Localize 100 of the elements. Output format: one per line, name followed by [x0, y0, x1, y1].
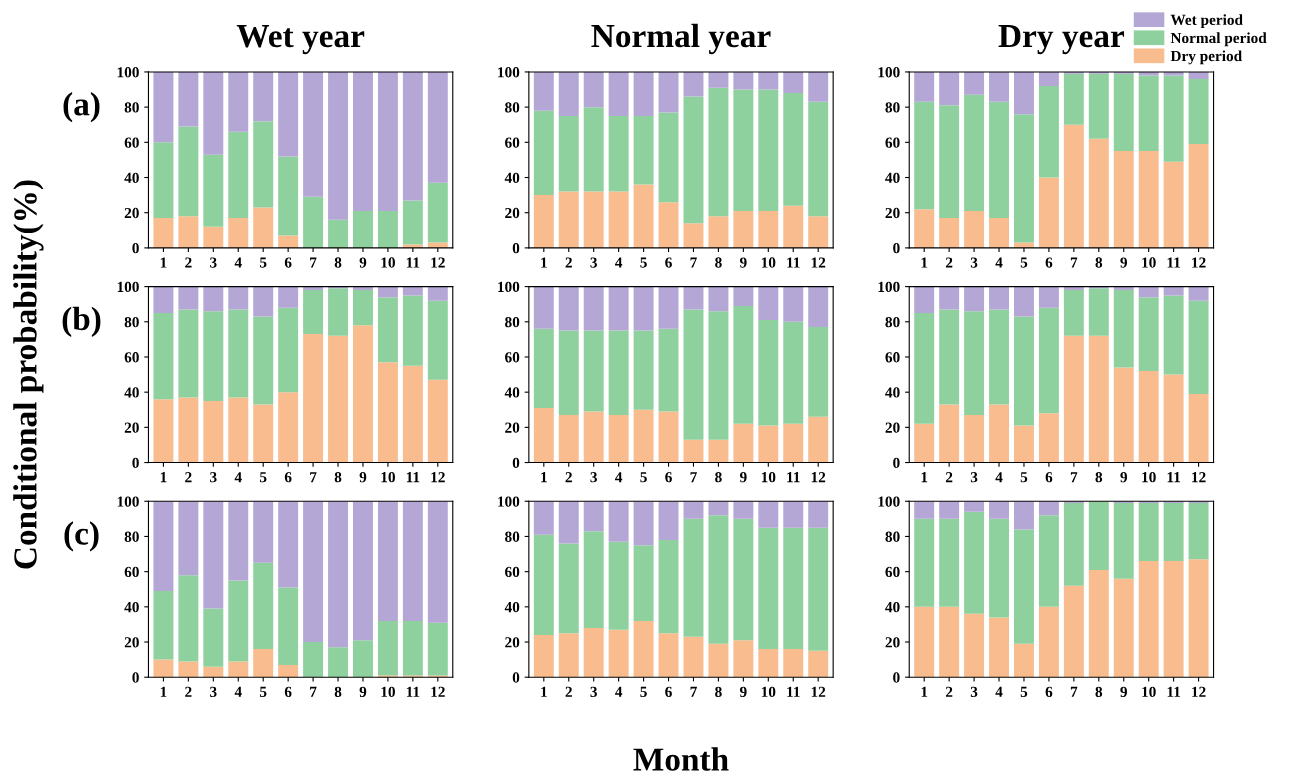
x-tick-label: 6: [1045, 472, 1053, 483]
x-tick-label: 7: [310, 472, 317, 483]
x-tick-label: 6: [1045, 686, 1053, 697]
x-tick-label: 11: [1167, 472, 1181, 483]
x-tick-label: 9: [1120, 472, 1128, 483]
x-tick-label: 6: [665, 257, 672, 268]
x-tick-label: 6: [665, 686, 672, 697]
x-tick-label: 11: [1167, 686, 1181, 697]
x-tick-label: 8: [334, 472, 342, 483]
x-tick-label: 10: [761, 686, 776, 697]
x-tick-label: 4: [234, 257, 242, 268]
x-tick-label: 1: [160, 472, 167, 483]
y-tick-label: 100: [498, 67, 520, 78]
y-tick-label: 60: [124, 137, 139, 148]
x-tick-label: 10: [381, 257, 395, 268]
y-tick-label: 0: [893, 243, 900, 254]
x-tick-label: 8: [334, 686, 342, 697]
x-tick-label: 7: [1070, 686, 1078, 697]
x-tick-label: 3: [590, 472, 597, 483]
legend-label: Wet period: [1170, 14, 1243, 29]
y-axis-title: Conditional probability(%): [13, 180, 44, 569]
x-tick-label: 9: [359, 472, 367, 483]
x-tick-label: 1: [160, 686, 167, 697]
x-tick-label: 4: [995, 472, 1003, 483]
y-tick-label: 100: [117, 281, 139, 293]
y-tick-label: 40: [885, 601, 900, 613]
x-tick-label: 11: [406, 686, 420, 697]
x-tick-label: 8: [334, 257, 342, 268]
y-tick-label: 80: [124, 316, 139, 328]
y-tick-label: 0: [132, 243, 139, 254]
x-tick-label: 2: [565, 686, 572, 697]
x-tick-label: 1: [541, 686, 547, 697]
x-tick-label: 9: [739, 472, 747, 483]
x-tick-label: 11: [406, 257, 420, 268]
y-tick-label: 40: [504, 172, 520, 183]
y-tick-label: 0: [893, 672, 900, 683]
x-tick-label: 5: [1020, 686, 1028, 697]
x-tick-label: 7: [690, 472, 697, 483]
x-tick-label: 10: [1142, 257, 1156, 268]
y-tick-label: 80: [505, 531, 520, 542]
y-tick-label: 0: [893, 457, 900, 468]
legend-label: Dry period: [1170, 50, 1242, 65]
text: (b): [62, 306, 101, 337]
x-tick-label: 8: [715, 257, 722, 268]
x-tick-label: 9: [359, 686, 367, 697]
x-tick-label: 4: [234, 686, 242, 697]
y-tick-label: 80: [885, 102, 900, 113]
y-tick-label: 40: [124, 387, 139, 398]
y-tick-label: 100: [498, 496, 520, 507]
y-tick-label: 100: [117, 67, 139, 78]
x-tick-label: 4: [615, 686, 623, 697]
y-tick-label: 20: [505, 422, 520, 433]
y-tick-label: 20: [885, 207, 900, 219]
x-tick-label: 10: [381, 686, 395, 697]
x-tick-label: 7: [310, 257, 317, 268]
x-tick-label: 12: [811, 257, 826, 268]
y-tick-label: 40: [885, 172, 900, 183]
x-tick-label: 5: [260, 472, 267, 483]
y-tick-label: 0: [132, 457, 139, 468]
x-tick-label: 2: [945, 257, 953, 268]
y-tick-label: 20: [124, 422, 139, 433]
x-tick-label: 3: [970, 472, 978, 483]
x-tick-label: 3: [590, 257, 597, 268]
x-tick-label: 4: [995, 257, 1003, 268]
x-tick-label: 1: [921, 472, 928, 483]
x-tick-label: 7: [310, 686, 317, 697]
x-tick-label: 4: [234, 472, 242, 483]
y-tick-label: 0: [512, 243, 520, 254]
x-tick-label: 3: [970, 257, 978, 268]
x-tick-label: 7: [1070, 257, 1078, 268]
y-tick-label: 100: [878, 67, 900, 78]
x-tick-label: 1: [160, 257, 167, 268]
x-tick-label: 5: [640, 686, 647, 697]
x-tick-label: 4: [615, 257, 623, 268]
y-tick-label: 20: [124, 207, 139, 219]
y-tick-label: 60: [885, 566, 900, 578]
y-tick-label: 40: [885, 387, 900, 398]
y-tick-label: 60: [124, 352, 139, 363]
legend-label: Normal period: [1170, 32, 1267, 47]
x-tick-label: 3: [210, 257, 217, 268]
x-tick-label: 2: [185, 472, 192, 483]
x-tick-label: 4: [995, 686, 1003, 697]
x-tick-label: 3: [210, 472, 217, 483]
x-tick-label: 12: [431, 472, 445, 483]
y-tick-label: 60: [505, 137, 520, 148]
y-tick-label: 100: [498, 281, 520, 293]
y-tick-label: 0: [512, 672, 520, 683]
x-tick-label: 5: [260, 257, 267, 268]
x-tick-label: 10: [381, 472, 395, 483]
y-tick-label: 20: [505, 207, 520, 219]
x-axis-title: Month: [633, 747, 729, 771]
text: (a): [63, 92, 100, 123]
y-tick-label: 20: [885, 637, 900, 648]
x-tick-label: 4: [615, 472, 623, 483]
x-tick-label: 12: [1192, 257, 1206, 268]
y-tick-label: 80: [124, 102, 139, 113]
y-tick-label: 20: [505, 637, 520, 648]
x-tick-label: 3: [590, 686, 597, 697]
x-tick-label: 8: [1095, 686, 1103, 697]
y-tick-label: 80: [505, 102, 520, 113]
